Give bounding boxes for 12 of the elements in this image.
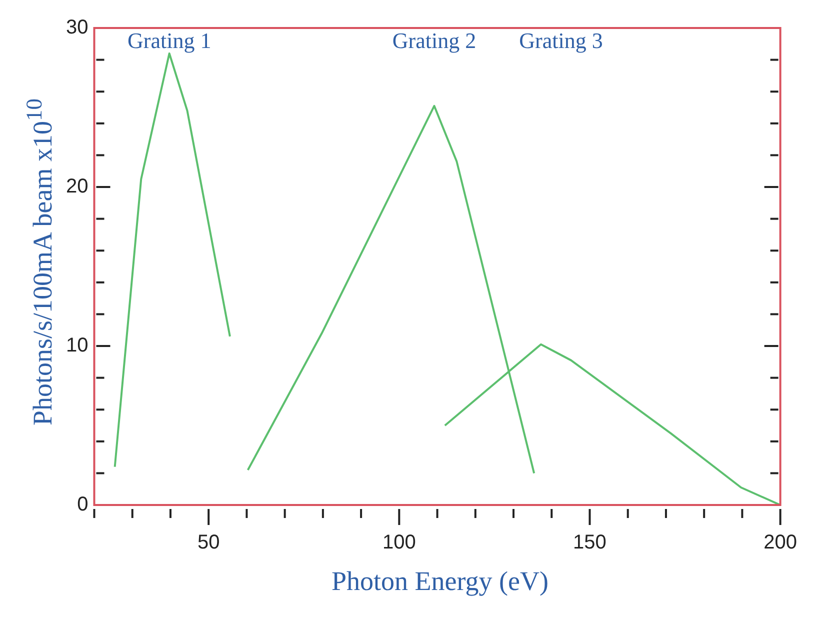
annotation: Grating 3 [519, 28, 603, 53]
annotation: Grating 2 [392, 28, 476, 53]
x-tick-label: 150 [573, 532, 606, 554]
x-tick-label: 100 [382, 532, 416, 554]
y-tick-label: 0 [77, 494, 88, 516]
x-tick-label: 50 [197, 532, 220, 554]
y-tick-label: 10 [66, 334, 88, 357]
x-axis-title: Photon Energy (eV) [332, 566, 548, 597]
x-tick-label: 200 [764, 532, 798, 554]
annotation: Grating 1 [127, 28, 212, 53]
y-tick-label: 30 [66, 16, 88, 39]
y-tick-label: 20 [66, 176, 88, 198]
